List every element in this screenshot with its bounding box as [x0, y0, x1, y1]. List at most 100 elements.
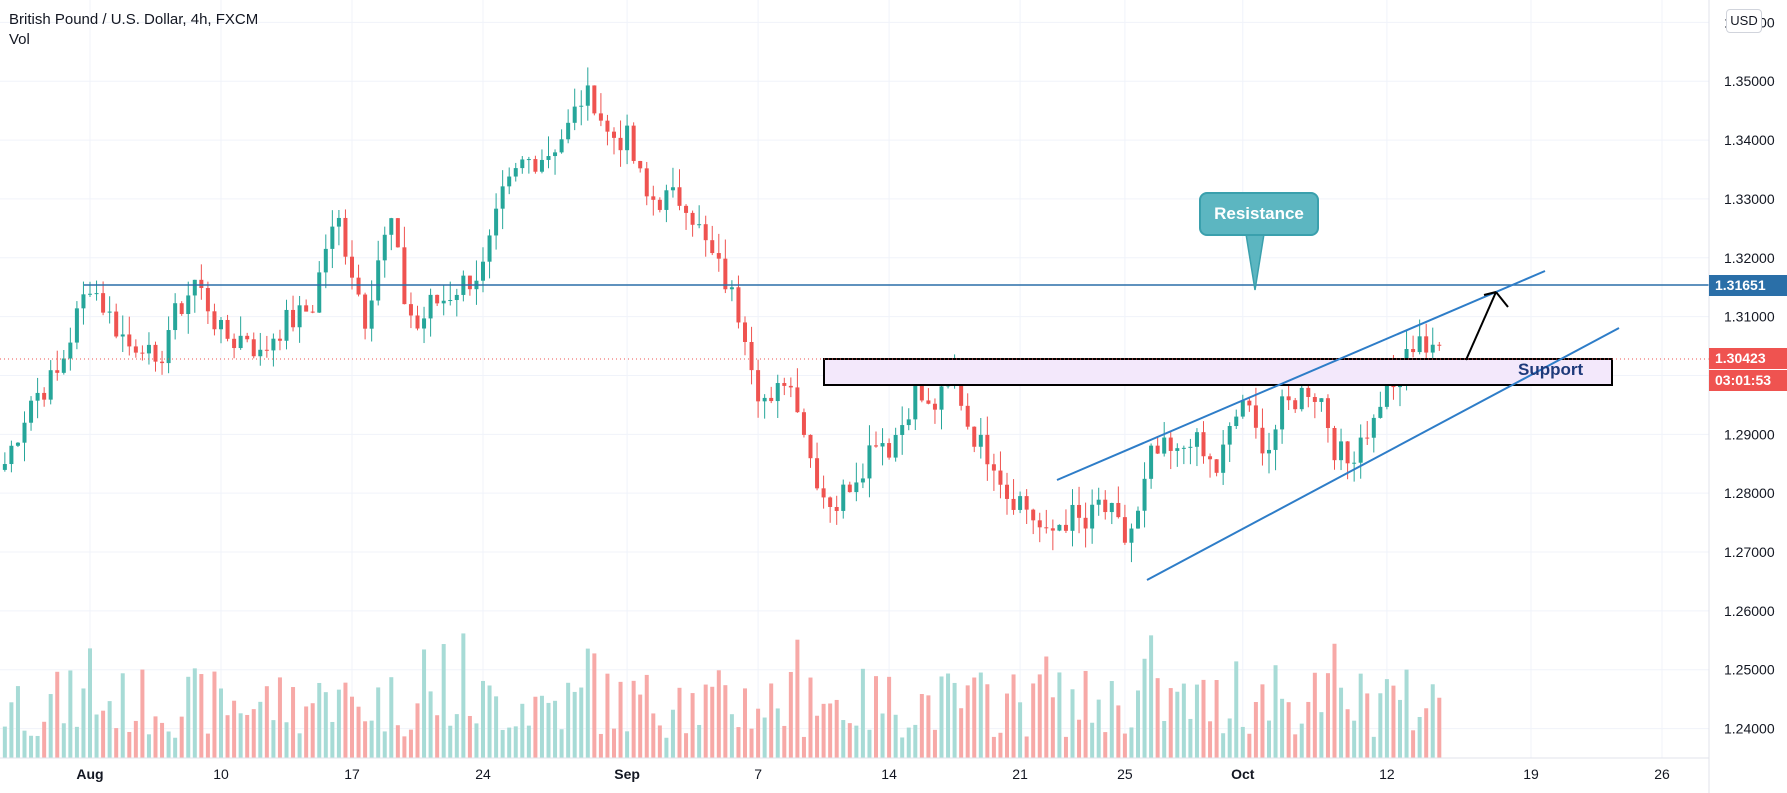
candle-body: [376, 260, 381, 301]
candle-body: [2, 464, 7, 470]
volume-bar: [304, 706, 309, 758]
volume-bar: [1398, 699, 1402, 758]
volume-bar: [841, 720, 846, 758]
volume-bar: [1293, 734, 1298, 758]
support-label[interactable]: Support: [1518, 360, 1584, 379]
channel-lower-line[interactable]: [1146, 327, 1620, 581]
candle-body: [743, 322, 747, 343]
candle-body: [991, 464, 996, 471]
candle-body: [212, 311, 217, 330]
candle-body: [1424, 336, 1429, 353]
volume-bar: [2, 726, 7, 758]
candle-body: [441, 300, 446, 304]
candle-body: [729, 287, 734, 290]
volume-bar: [743, 688, 747, 758]
volume-bar: [1253, 702, 1258, 758]
volume-bar: [1005, 693, 1009, 758]
candle-body: [1365, 437, 1370, 439]
candle-body: [841, 484, 846, 511]
volume-bar: [61, 723, 66, 758]
candle-body: [919, 379, 924, 401]
candle-body: [1306, 387, 1311, 397]
candle-body: [1175, 448, 1180, 451]
candle-body: [415, 315, 420, 329]
volume-bar: [801, 736, 806, 758]
candle-body: [1181, 447, 1186, 449]
candle-body: [1136, 510, 1140, 529]
candle-body: [598, 113, 603, 121]
candle-body: [1253, 405, 1258, 428]
candle-body: [343, 217, 348, 257]
candle-body: [670, 187, 675, 191]
volume-bar: [428, 691, 433, 758]
volume-bar: [461, 633, 466, 758]
candle-body: [133, 346, 138, 353]
candle-body: [435, 294, 440, 304]
volume-bar: [880, 713, 885, 758]
volume-bar: [173, 737, 178, 758]
y-tick-label: 1.35000: [1724, 73, 1775, 89]
candle-body: [205, 288, 210, 312]
candle-body: [166, 330, 171, 364]
candle-body: [1018, 496, 1023, 510]
candle-body: [1005, 484, 1009, 499]
candle-body: [238, 335, 243, 349]
volume-bar: [291, 687, 296, 758]
candle-body: [815, 458, 820, 489]
volume-bar: [1280, 698, 1285, 758]
volume-bar: [1044, 656, 1049, 758]
volume-bar: [998, 732, 1003, 758]
volume-bar: [212, 671, 217, 758]
candle-body: [978, 434, 983, 447]
x-tick-label: 25: [1117, 766, 1133, 782]
volume-bar: [251, 709, 256, 758]
candle-body: [107, 311, 112, 313]
resistance-callout[interactable]: Resistance: [1199, 192, 1319, 236]
candle-body: [1037, 520, 1042, 528]
volume-bar: [186, 676, 191, 758]
volume-bar: [887, 676, 892, 758]
support-zone-rect[interactable]: [823, 358, 1613, 386]
candle-body: [867, 445, 872, 479]
volume-bar: [1227, 718, 1232, 758]
volume-bar: [782, 725, 787, 758]
volume-bar: [847, 723, 852, 758]
candle-body: [1267, 449, 1271, 454]
candle-body: [481, 261, 485, 281]
symbol-title[interactable]: British Pound / U.S. Dollar, 4h, FXCM: [9, 11, 259, 28]
support-zone[interactable]: [823, 358, 1613, 386]
candle-body: [1221, 444, 1226, 473]
x-tick-label: 19: [1523, 766, 1539, 782]
volume-bar: [1116, 705, 1121, 758]
candle-body: [317, 272, 322, 313]
y-tick-label: 1.33000: [1724, 191, 1775, 207]
volume-bar: [297, 733, 302, 758]
volume-bar: [1267, 720, 1271, 758]
candle-body: [1384, 368, 1389, 407]
candle-body: [74, 308, 79, 343]
currency-button[interactable]: USD: [1726, 9, 1762, 33]
candle-body: [526, 159, 531, 161]
candle-body: [985, 434, 990, 465]
projection-arrow[interactable]: [1465, 291, 1509, 361]
candle-body: [716, 253, 721, 259]
candle-body: [264, 349, 269, 351]
y-tick-label: 1.32000: [1724, 250, 1775, 266]
volume-bar: [1109, 681, 1114, 758]
channel-upper-line[interactable]: [1056, 270, 1546, 481]
candle-body: [454, 294, 459, 301]
candle-body: [245, 335, 250, 340]
volume-bar: [1057, 672, 1062, 758]
candle-body: [356, 277, 361, 295]
candle-body: [507, 176, 512, 187]
candle-body: [834, 506, 839, 511]
volume-bar: [166, 731, 171, 758]
volume-indicator-label[interactable]: Vol: [9, 31, 30, 48]
volume-bar: [867, 729, 872, 758]
candle-body: [277, 338, 282, 341]
candle-body: [592, 85, 597, 114]
candle-body: [932, 403, 937, 410]
y-tick-label: 1.27000: [1724, 544, 1775, 560]
volume-bar: [1339, 687, 1344, 758]
